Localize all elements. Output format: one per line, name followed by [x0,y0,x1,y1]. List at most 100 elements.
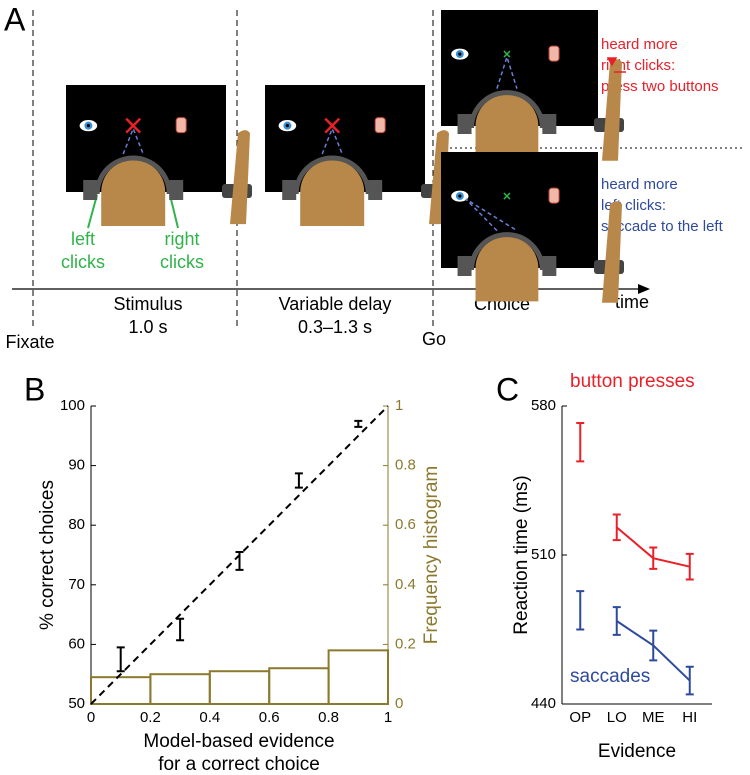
error-bar [612,513,621,542]
error-bar [354,419,363,428]
y-tick-label: 440 [531,695,556,712]
x-tick-label: 0.4 [199,709,220,726]
x-tick-label: 0.6 [259,709,280,726]
panel-label: C [496,371,519,407]
y-tick-label: 50 [68,695,85,712]
x-axis-label: Model-based evidence [143,731,334,752]
x-tick-label: HI [682,709,697,726]
error-bar [116,646,125,673]
x-tick-label: 0 [87,709,95,726]
fixation-cross [125,117,142,134]
head [101,160,166,226]
y-axis-label: % correct choices [37,480,58,630]
y-tick-label: 100 [60,397,85,414]
error-bar [576,422,585,463]
error-bar [649,629,658,662]
fixation-cross [503,192,511,200]
scene [66,85,252,226]
error-bar [685,665,694,696]
y2-tick-label: 0.8 [395,457,416,474]
eye-pupil [86,124,90,128]
gaze-line [465,198,518,232]
phase-duration: 1.0 s [128,317,167,337]
hand-icon [548,187,560,204]
outcome-text: heard more [601,176,678,193]
chin-block [542,114,557,134]
chin-block [457,114,472,134]
y-axis-label: Reaction time (ms) [511,475,532,634]
eye-pupil [285,124,289,128]
event-label: Fixate [5,332,54,352]
outcome-text: saccade to the left [601,218,724,235]
histogram-bar [149,673,211,706]
y-tick-label: 580 [531,397,556,414]
head-rest [94,155,172,195]
gaze-line [122,126,144,155]
y-tick-label: 80 [68,516,85,533]
fixation-cross [324,117,341,134]
y-tick-label: 60 [68,635,85,652]
click-pointer [169,194,179,229]
x-tick-label: LO [607,709,627,726]
y2-tick-label: 0.4 [395,576,416,593]
hand-icon [374,117,386,134]
phase-label: Stimulus [113,294,182,314]
fixation-cross [503,50,511,58]
arm [230,130,250,225]
chin-block [169,180,184,200]
eye-pupil [458,194,462,198]
y2-tick-label: 0.2 [395,635,416,652]
panel-label: B [24,371,45,407]
time-arrow [638,284,650,294]
press-arrow [606,57,626,73]
click-label: left [71,229,95,249]
x-axis-label: Evidence [598,741,676,762]
eye-pupil [458,52,462,56]
outcome-text: press two buttons [601,78,719,95]
y2-axis-label: Frequency histogram [421,466,442,644]
y2-tick-label: 0 [395,695,403,712]
error-bar [235,551,244,571]
scene [441,152,624,303]
series-name: button presses [570,371,695,392]
chin-block [542,256,557,276]
x-tick-label: ME [642,709,665,726]
panel-label: A [4,1,26,37]
head-rest [469,90,545,129]
error-bar [685,552,694,581]
series-name: saccades [570,666,650,687]
click-label: right [164,229,199,249]
head-rest [469,232,545,271]
x-axis-label: for a correct choice [158,754,320,775]
head [300,160,365,226]
error-bar [612,606,621,636]
arm [602,59,622,161]
x-tick-label: 0.8 [318,709,339,726]
y-tick-label: 510 [531,546,556,563]
time-label: time [615,292,649,312]
histogram-bar [90,676,152,705]
y-tick-label: 90 [68,457,85,474]
click-pointer [87,194,98,229]
arm [602,201,622,303]
y2-tick-label: 1 [395,397,403,414]
phase-label: Variable delay [279,294,392,314]
error-bar [294,472,303,489]
hand-icon [175,117,187,134]
histogram-bar [327,649,390,705]
click-label: clicks [61,252,105,272]
y-tick-label: 70 [68,576,85,593]
scene [265,85,451,226]
y2-tick-label: 0.6 [395,516,416,533]
histogram-bar [208,670,271,705]
chin-block [368,180,383,200]
scene [441,10,626,161]
error-bar [649,546,658,570]
x-tick-label: 0.2 [140,709,161,726]
chin-block [282,180,297,200]
chin-block [457,256,472,276]
error-bar [576,590,585,631]
x-tick-label: OP [569,709,591,726]
phase-duration: 0.3–1.3 s [298,317,372,337]
